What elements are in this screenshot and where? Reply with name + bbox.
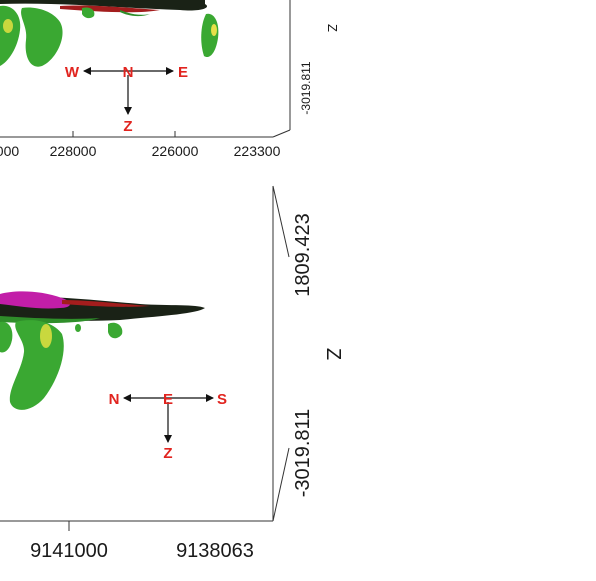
top-yellow-patch [3, 19, 13, 33]
top-tick-label: 0000 [0, 143, 19, 159]
bottom-compass-south-label: S [217, 391, 227, 408]
top-z-axis-name: Z [325, 24, 340, 32]
top-z-min-label: -3019.811 [299, 61, 313, 114]
top-compass-north-label: N [123, 64, 134, 81]
bottom-z-axis-name: Z [322, 348, 344, 360]
bottom-magenta-body [0, 291, 71, 309]
bottom-yellow-patch [40, 324, 52, 348]
top-yellow-patch-right [211, 24, 217, 36]
top-compass-west-label: W [65, 64, 80, 81]
top-anomaly-bodies [0, 0, 219, 67]
top-bounding-box [0, 0, 291, 138]
top-tick-label: 226000 [152, 143, 199, 159]
bottom-bounding-box [0, 185, 290, 531]
top-compass-east-label: E [178, 64, 188, 81]
top-tick-label: 223300 [234, 143, 281, 159]
bottom-compass-north-label: N [109, 391, 120, 408]
bottom-tick-label: 9138063 [176, 540, 254, 562]
top-green-body-right [201, 13, 219, 58]
top-compass: W N E Z [65, 64, 188, 135]
bottom-tick-label: 9141000 [30, 540, 108, 562]
top-compass-down-label: Z [123, 118, 132, 135]
top-panel: 0000 228000 226000 223300 -3019.811 Z W … [0, 0, 340, 159]
top-green-body-left [0, 5, 21, 66]
bottom-panel: 9141000 9138063 1809.423 -3019.811 Z N E… [0, 185, 344, 562]
bottom-compass-down-label: Z [163, 445, 172, 462]
top-tick-label: 228000 [50, 143, 97, 159]
bottom-green-dot [75, 324, 81, 332]
top-green-blob-small [82, 7, 95, 19]
bottom-compass-east-label: E [163, 391, 173, 408]
bottom-green-body-main [9, 320, 64, 410]
bottom-green-body-left [0, 321, 13, 353]
bottom-compass: N E S Z [109, 391, 227, 462]
bottom-anomaly-bodies [0, 291, 205, 410]
bottom-red-streak [62, 300, 150, 307]
bottom-green-blob-small [108, 322, 123, 339]
top-dark-layer [0, 0, 208, 11]
bottom-z-max-label: 1809.423 [292, 213, 314, 296]
top-green-body-center [21, 7, 63, 67]
bottom-z-min-label: -3019.811 [292, 409, 314, 498]
top-green-fringe [120, 10, 150, 17]
